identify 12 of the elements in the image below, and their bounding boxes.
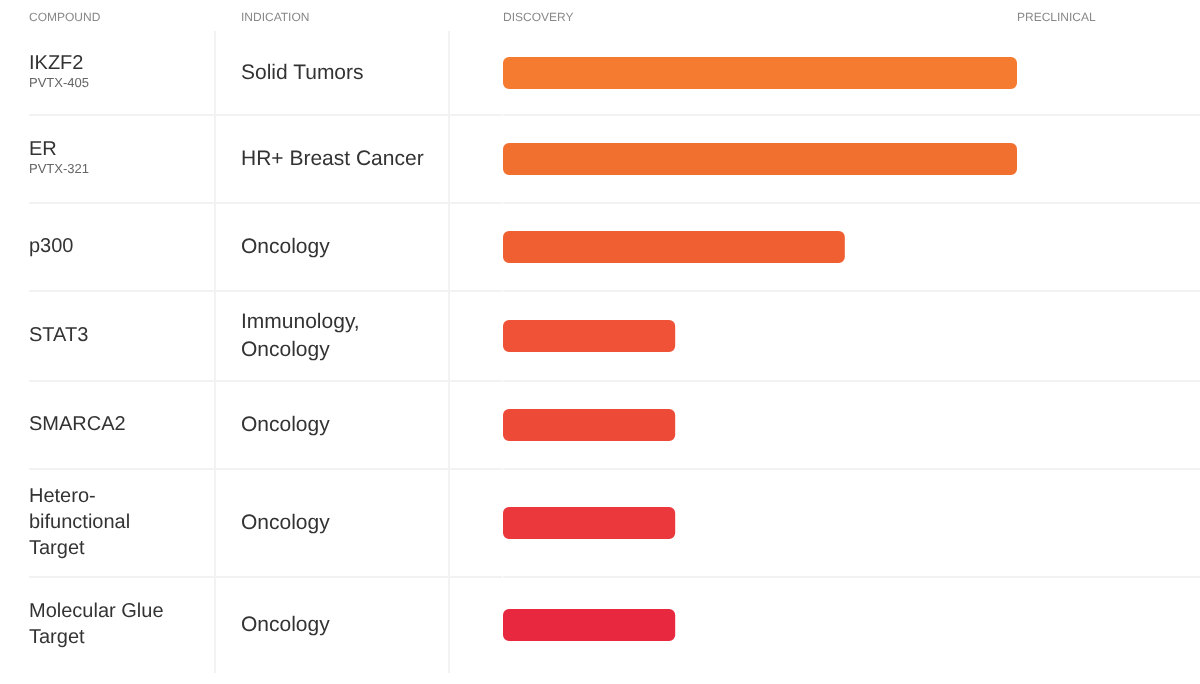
y-tick-label: SMARCA2 — [29, 414, 127, 436]
text: Solid Tumors — [241, 61, 364, 85]
text: Oncology — [241, 413, 332, 437]
text: Immunology, Oncology — [241, 310, 360, 362]
y-tick-label: Molecular Glue Target — [29, 601, 165, 649]
y-tick-label: STAT3 — [29, 325, 90, 347]
text: Oncology — [241, 511, 332, 535]
y-tick-label: Hetero-bifunctional Target — [29, 486, 131, 560]
y-tick-label: p300 — [29, 236, 75, 258]
text: Oncology — [241, 613, 332, 637]
text: Oncology — [241, 235, 332, 259]
text: HR+ Breast Cancer — [241, 147, 425, 171]
